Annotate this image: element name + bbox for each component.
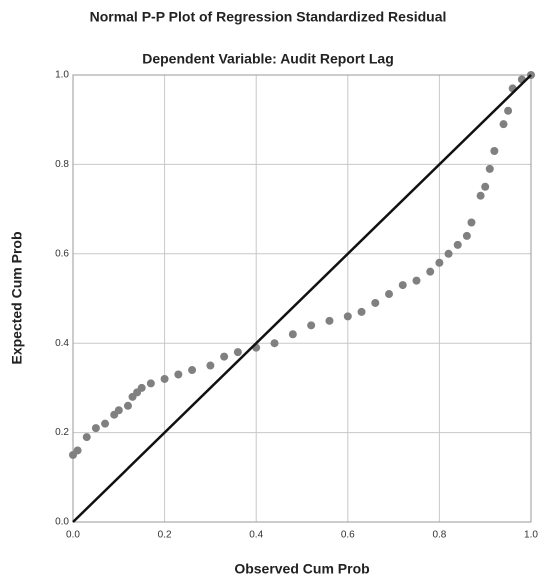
y-tick-label: 0.8 xyxy=(55,159,69,170)
y-tick-label: 0.0 xyxy=(55,517,69,528)
point xyxy=(220,352,229,361)
x-tick-label: 0.8 xyxy=(432,530,446,541)
point xyxy=(188,366,197,375)
y-tick-label: 1.0 xyxy=(55,70,69,81)
point xyxy=(476,191,485,200)
x-tick-label: 0.2 xyxy=(158,530,172,541)
point xyxy=(160,374,169,383)
plot-frame xyxy=(72,74,532,523)
point xyxy=(206,361,215,370)
point xyxy=(101,419,110,428)
point xyxy=(233,348,242,357)
chart-title: Normal P-P Plot of Regression Standardiz… xyxy=(90,9,447,25)
x-tick-label: 0.0 xyxy=(66,530,80,541)
x-tick-label: 0.4 xyxy=(249,530,263,541)
point xyxy=(453,240,462,249)
point xyxy=(481,182,490,191)
point xyxy=(82,433,91,442)
x-tick-label: 1.0 xyxy=(524,530,538,541)
point xyxy=(343,312,352,321)
point xyxy=(270,339,279,348)
point xyxy=(499,120,508,129)
y-tick-label: 0.4 xyxy=(55,338,69,349)
x-tick-label: 0.6 xyxy=(341,530,355,541)
point xyxy=(307,321,316,330)
y-tick-label: 0.6 xyxy=(55,248,69,259)
y-tick-label: 0.2 xyxy=(55,427,69,438)
point xyxy=(146,379,155,388)
point xyxy=(288,330,297,339)
point xyxy=(426,267,435,276)
point xyxy=(325,316,334,325)
point xyxy=(174,370,183,379)
point xyxy=(504,106,513,115)
chart-subtitle: Dependent Variable: Audit Report Lag xyxy=(142,51,394,67)
point xyxy=(114,406,123,415)
point xyxy=(398,281,407,290)
point xyxy=(91,424,100,433)
point xyxy=(444,249,453,258)
reference-line xyxy=(72,74,532,523)
point xyxy=(435,258,444,267)
point xyxy=(462,231,471,240)
x-axis-label: Observed Cum Prob xyxy=(234,561,369,577)
y-axis-label: Expected Cum Prob xyxy=(9,231,25,364)
point xyxy=(73,446,82,455)
point xyxy=(467,218,476,227)
point xyxy=(385,290,394,299)
point xyxy=(490,146,499,155)
point xyxy=(371,298,380,307)
point xyxy=(357,307,366,316)
point xyxy=(485,164,494,173)
point xyxy=(123,401,132,410)
point xyxy=(412,276,421,285)
point xyxy=(137,383,146,392)
